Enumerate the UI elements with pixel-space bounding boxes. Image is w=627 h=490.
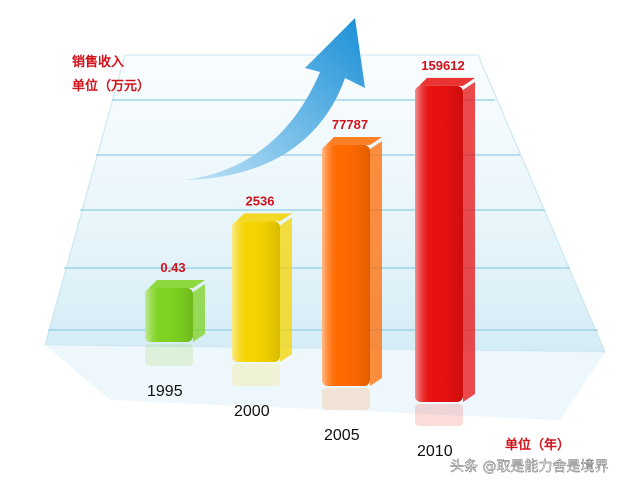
bar-top bbox=[236, 213, 292, 222]
bar-top bbox=[419, 77, 475, 86]
y-axis-label: 单位（万元） bbox=[72, 78, 150, 94]
data-label: 0.43 bbox=[160, 260, 185, 275]
bar-side bbox=[463, 81, 475, 403]
bar-side bbox=[193, 283, 205, 342]
bar-top bbox=[149, 279, 205, 288]
bar-reflection bbox=[322, 388, 370, 410]
x-tick-label: 2010 bbox=[417, 443, 453, 460]
bar-shine bbox=[145, 287, 193, 342]
watermark: 头条 @取是能力舍是境界 bbox=[450, 458, 608, 475]
x-tick-label: 2000 bbox=[234, 403, 270, 420]
data-label: 159612 bbox=[421, 58, 464, 73]
bar-reflection bbox=[232, 364, 280, 386]
chart-title: 销售收入 bbox=[72, 54, 124, 70]
bar-side bbox=[280, 217, 292, 362]
bar-shine bbox=[322, 145, 370, 386]
bar-reflection bbox=[145, 344, 193, 366]
x-axis-label: 单位（年） bbox=[505, 437, 570, 453]
x-tick-label: 2005 bbox=[324, 427, 360, 444]
data-label: 2536 bbox=[246, 193, 275, 208]
data-label: 77787 bbox=[332, 117, 368, 132]
bar-shine bbox=[415, 85, 463, 403]
x-tick-label: 1995 bbox=[147, 383, 183, 400]
bar-side bbox=[370, 141, 382, 386]
bar-shine bbox=[232, 221, 280, 362]
bar-top bbox=[326, 137, 382, 146]
bar-reflection bbox=[415, 404, 463, 426]
